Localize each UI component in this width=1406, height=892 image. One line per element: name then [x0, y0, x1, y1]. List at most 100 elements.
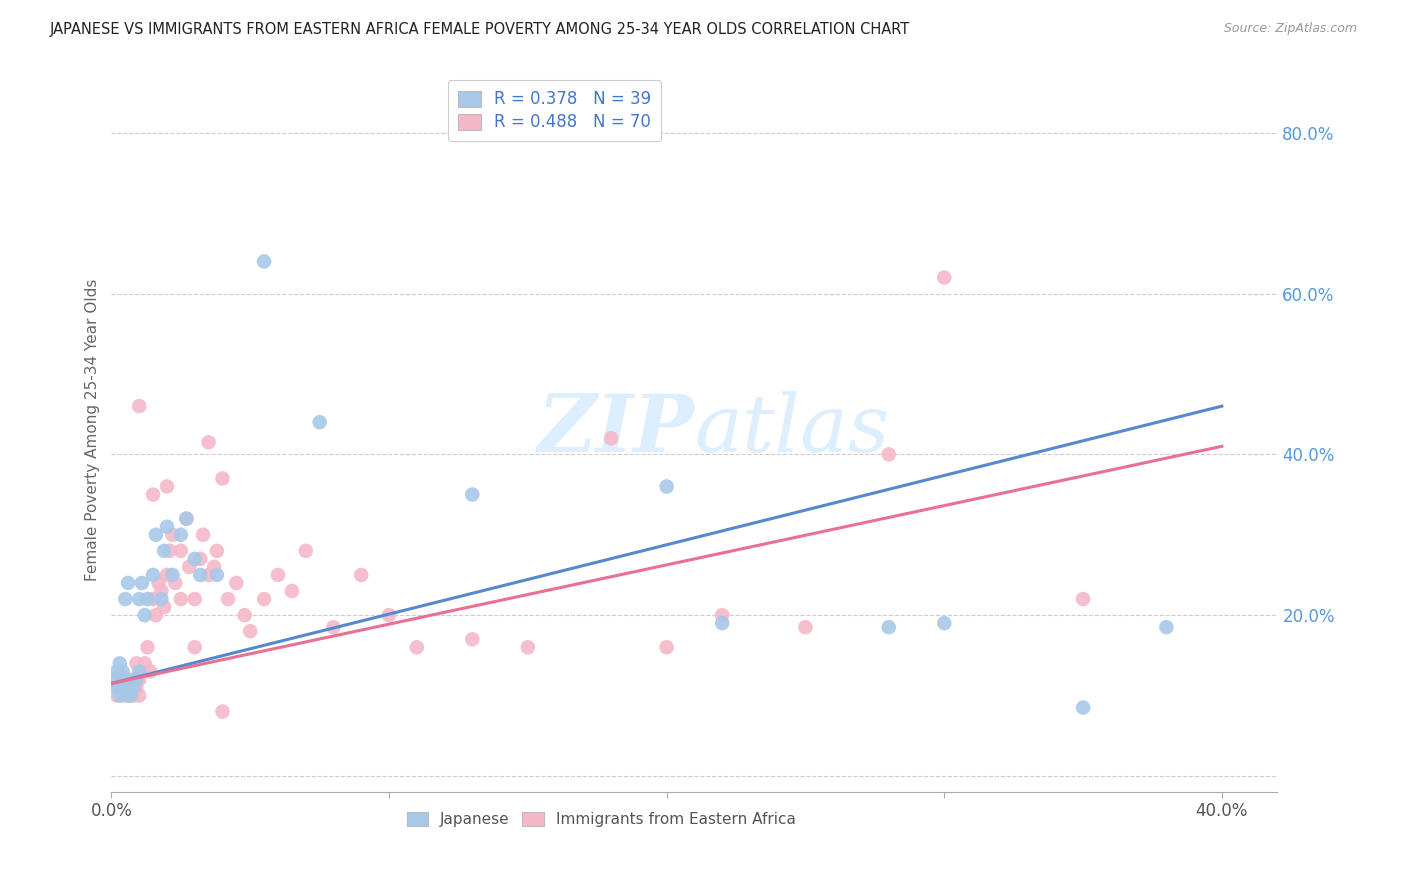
Point: [188, 552, 211, 566]
Point: [183, 592, 205, 607]
Point: [103, 673, 125, 687]
Point: [134, 657, 156, 671]
Point: [117, 576, 139, 591]
Point: [153, 600, 176, 615]
Point: [217, 592, 239, 607]
Point: [122, 673, 145, 687]
Point: [176, 511, 198, 525]
Point: [711, 608, 734, 623]
Point: [114, 673, 136, 687]
Point: [131, 665, 153, 679]
Point: [170, 592, 193, 607]
Point: [711, 616, 734, 631]
Point: [156, 479, 179, 493]
Text: JAPANESE VS IMMIGRANTS FROM EASTERN AFRICA FEMALE POVERTY AMONG 25-34 YEAR OLDS : JAPANESE VS IMMIGRANTS FROM EASTERN AFRI…: [49, 22, 910, 37]
Point: [183, 552, 205, 566]
Point: [142, 568, 165, 582]
Point: [108, 681, 131, 695]
Point: [131, 576, 153, 591]
Point: [202, 560, 225, 574]
Point: [105, 665, 128, 679]
Point: [281, 584, 304, 599]
Point: [128, 665, 150, 679]
Point: [253, 254, 276, 268]
Point: [934, 270, 956, 285]
Y-axis label: Female Poverty Among 25-34 Year Olds: Female Poverty Among 25-34 Year Olds: [86, 279, 100, 582]
Point: [120, 689, 142, 703]
Point: [1071, 700, 1094, 714]
Point: [461, 487, 484, 501]
Point: [378, 608, 401, 623]
Point: [108, 657, 131, 671]
Point: [1071, 592, 1094, 607]
Point: [1156, 620, 1178, 634]
Point: [125, 657, 148, 671]
Text: Source: ZipAtlas.com: Source: ZipAtlas.com: [1223, 22, 1357, 36]
Legend: Japanese, Immigrants from Eastern Africa: Japanese, Immigrants from Eastern Africa: [399, 805, 803, 835]
Point: [794, 620, 817, 634]
Point: [128, 689, 150, 703]
Point: [197, 568, 219, 582]
Point: [136, 640, 159, 655]
Point: [159, 544, 181, 558]
Point: [125, 673, 148, 687]
Point: [188, 568, 211, 582]
Point: [128, 592, 150, 607]
Point: [405, 640, 427, 655]
Point: [191, 527, 214, 541]
Point: [205, 544, 228, 558]
Point: [267, 568, 290, 582]
Point: [461, 632, 484, 647]
Point: [150, 584, 173, 599]
Point: [205, 568, 228, 582]
Point: [170, 544, 193, 558]
Point: [145, 527, 167, 541]
Point: [253, 592, 276, 607]
Point: [117, 689, 139, 703]
Point: [105, 681, 128, 695]
Text: atlas: atlas: [695, 392, 890, 469]
Point: [145, 608, 167, 623]
Point: [233, 608, 256, 623]
Point: [105, 673, 128, 687]
Point: [150, 592, 173, 607]
Point: [183, 640, 205, 655]
Point: [114, 676, 136, 690]
Point: [117, 681, 139, 695]
Point: [655, 479, 678, 493]
Point: [655, 640, 678, 655]
Point: [114, 689, 136, 703]
Point: [156, 519, 179, 533]
Point: [105, 689, 128, 703]
Point: [108, 689, 131, 703]
Point: [139, 665, 162, 679]
Point: [108, 689, 131, 703]
Point: [153, 544, 176, 558]
Point: [211, 471, 233, 485]
Point: [165, 576, 187, 591]
Point: [111, 665, 134, 679]
Point: [122, 689, 145, 703]
Point: [162, 568, 184, 582]
Point: [211, 705, 233, 719]
Point: [350, 568, 373, 582]
Point: [600, 431, 623, 445]
Point: [148, 576, 170, 591]
Point: [111, 676, 134, 690]
Point: [156, 568, 179, 582]
Point: [111, 681, 134, 695]
Point: [162, 527, 184, 541]
Point: [170, 527, 193, 541]
Text: ZIP: ZIP: [537, 392, 695, 469]
Point: [225, 576, 247, 591]
Point: [322, 620, 344, 634]
Point: [877, 447, 900, 461]
Point: [120, 689, 142, 703]
Point: [128, 673, 150, 687]
Point: [142, 487, 165, 501]
Point: [117, 673, 139, 687]
Point: [176, 511, 198, 525]
Point: [136, 592, 159, 607]
Point: [128, 399, 150, 413]
Point: [308, 415, 330, 429]
